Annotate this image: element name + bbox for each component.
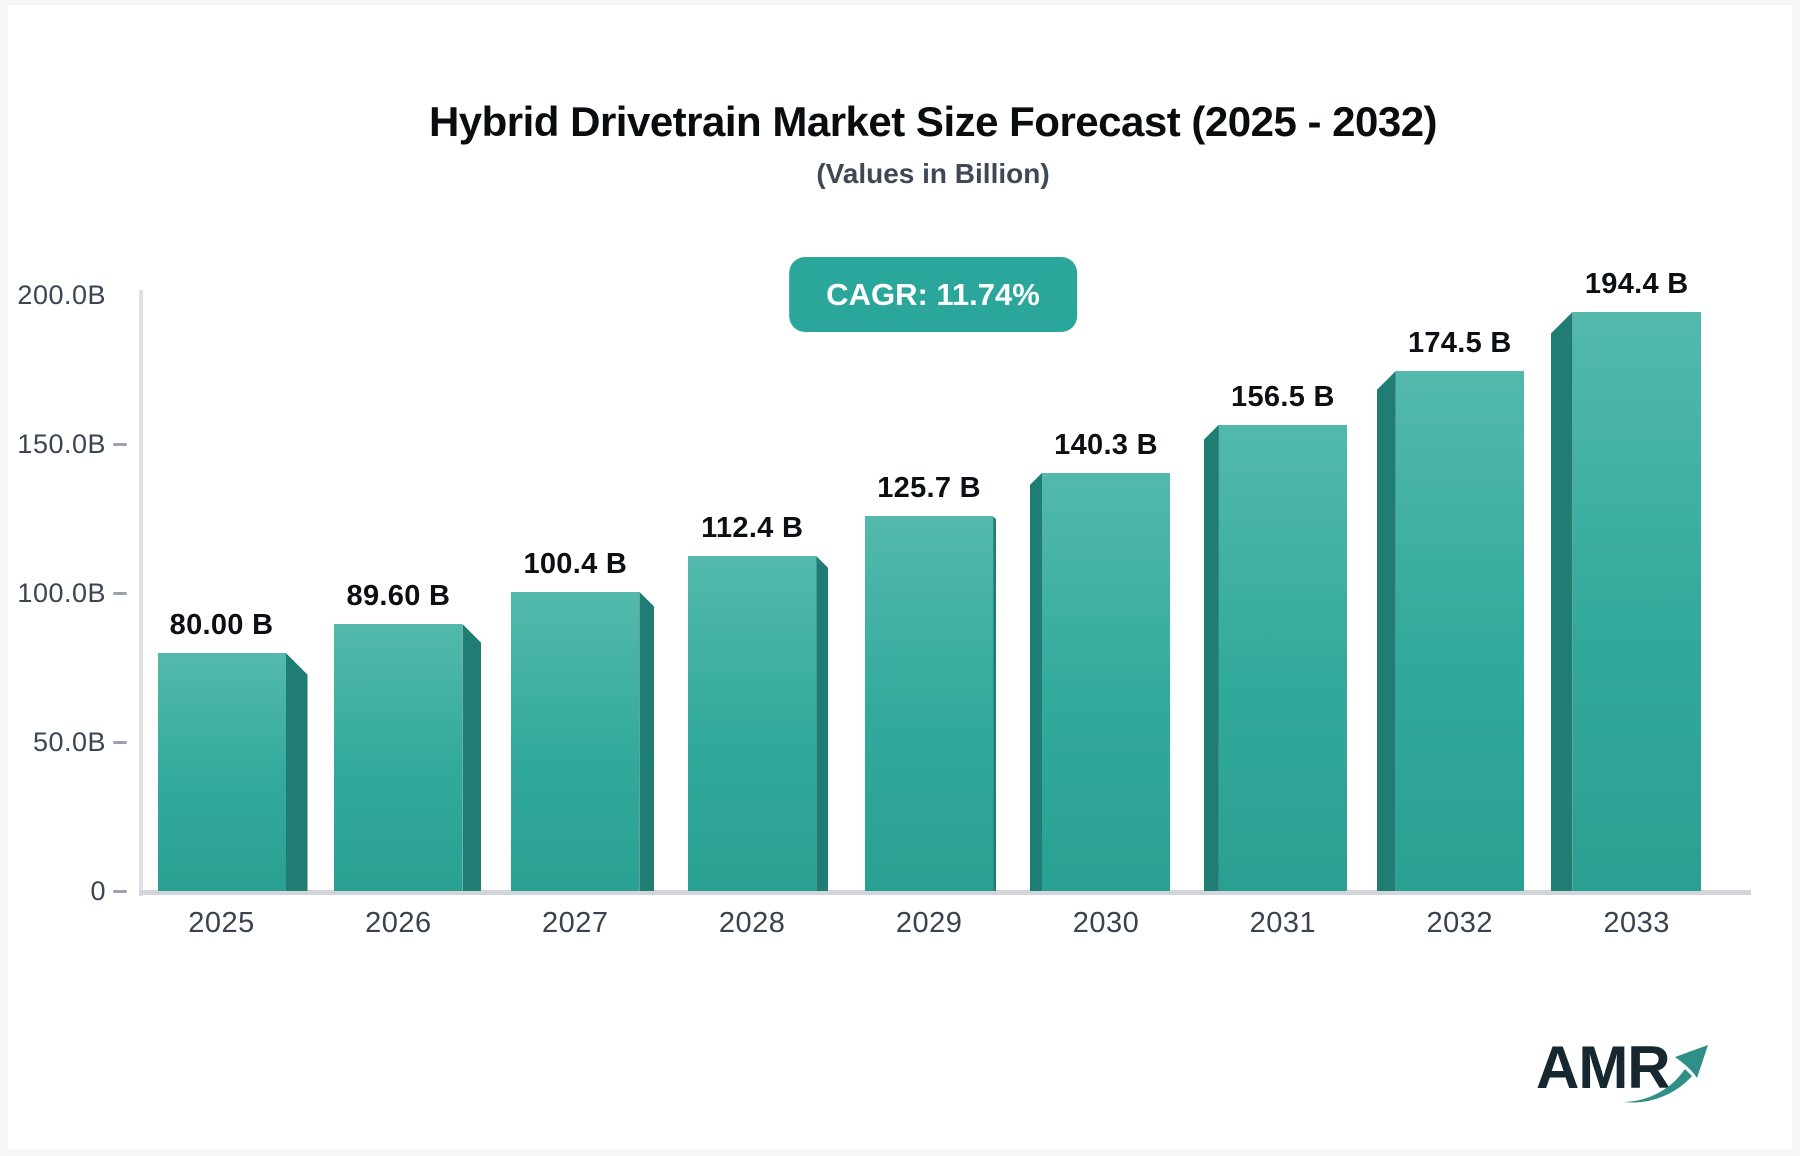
bar-value-label-2032: 174.5 B xyxy=(1407,326,1512,359)
amr-logo: AMR xyxy=(1536,1038,1716,1113)
bar-value-label-2025: 80.00 B xyxy=(169,608,274,641)
bar-2025 xyxy=(157,652,286,891)
bar-2029 xyxy=(865,516,994,891)
bar-value-label-2027: 100.4 B xyxy=(523,547,628,580)
growth-arrow-icon xyxy=(1624,1045,1708,1103)
bar-value-label-2028: 112.4 B xyxy=(701,512,804,545)
chart-title: Hybrid Drivetrain Market Size Forecast (… xyxy=(428,98,1438,145)
bar-side-2027 xyxy=(639,591,655,891)
bar-side-2031 xyxy=(1203,424,1219,891)
bar-2033 xyxy=(1572,311,1701,891)
y-axis-label-100: 100.0B xyxy=(17,578,106,608)
bar-2031 xyxy=(1218,424,1347,891)
bar-2027 xyxy=(511,591,640,891)
bar-side-2032 xyxy=(1376,370,1396,891)
amr-logo-text: AMR xyxy=(1536,1034,1671,1101)
bar-side-2025 xyxy=(285,652,308,891)
x-axis-label-2029: 2029 xyxy=(895,907,963,939)
chart-header: Hybrid Drivetrain Market Size Forecast (… xyxy=(233,97,1633,191)
x-axis-label-2026: 2026 xyxy=(365,907,432,939)
bar-2032 xyxy=(1395,370,1524,891)
bar-2026 xyxy=(334,623,463,891)
bar-value-label-2030: 140.3 B xyxy=(1054,428,1158,461)
bar-side-2026 xyxy=(462,623,482,891)
y-axis-label-150: 150.0B xyxy=(17,429,106,459)
bar-value-label-2026: 89.60 B xyxy=(346,579,451,612)
y-axis-tick-0 xyxy=(113,889,127,893)
y-axis-tick-50 xyxy=(113,740,127,744)
chart-subtitle: (Values in Billion) xyxy=(816,158,1050,189)
y-axis-label-0: 0 xyxy=(90,876,106,906)
bar-side-2029 xyxy=(993,516,997,891)
y-axis-label-200: 200.0B xyxy=(17,280,106,310)
x-axis-label-2027: 2027 xyxy=(542,907,609,939)
chart-card: Hybrid Drivetrain Market Size Forecast (… xyxy=(8,5,1792,1149)
x-axis-label-2030: 2030 xyxy=(1072,907,1140,939)
cagr-badge: CAGR: 11.74% xyxy=(789,257,1077,332)
y-axis-line xyxy=(139,290,143,896)
y-axis-tick-100 xyxy=(113,591,127,595)
x-axis-label-2031: 2031 xyxy=(1249,907,1317,939)
bar-value-label-2031: 156.5 B xyxy=(1231,380,1335,413)
x-axis-label-2028: 2028 xyxy=(718,907,786,939)
bar-2030 xyxy=(1042,472,1170,891)
x-axis-label-2025: 2025 xyxy=(188,907,255,939)
bar-side-2030 xyxy=(1030,472,1042,891)
bar-side-2028 xyxy=(816,556,829,891)
bar-value-label-2033: 194.4 B xyxy=(1584,267,1689,300)
bar-2028 xyxy=(688,556,817,891)
y-axis-tick-150 xyxy=(113,442,127,446)
x-axis-label-2032: 2032 xyxy=(1426,907,1494,939)
x-axis-baseline xyxy=(139,890,1751,895)
x-axis-label-2033: 2033 xyxy=(1603,907,1670,939)
bar-value-label-2029: 125.7 B xyxy=(877,472,981,505)
y-axis-label-50: 50.0B xyxy=(32,727,106,757)
bar-side-2033 xyxy=(1550,311,1573,891)
